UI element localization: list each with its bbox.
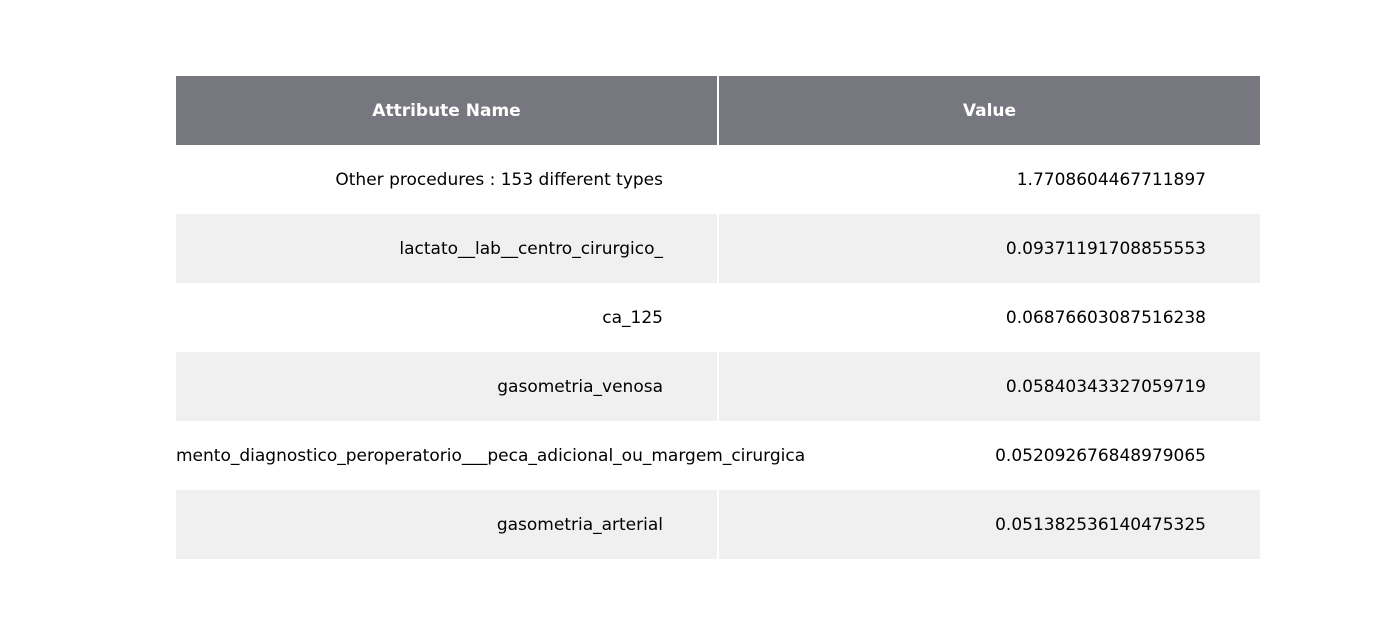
value-cell: 0.06876603087516238 bbox=[717, 283, 1260, 352]
table-row: ca_125 0.06876603087516238 bbox=[176, 283, 1260, 352]
attribute-name-text: gasometria_venosa bbox=[497, 376, 663, 397]
value-text: 0.052092676848979065 bbox=[995, 445, 1206, 466]
attribute-name-cell: lactato__lab__centro_cirurgico_ bbox=[176, 214, 718, 283]
value-cell: 0.09371191708855553 bbox=[717, 214, 1260, 283]
attribute-name-text: mento_diagnostico_peroperatorio___peca_a… bbox=[176, 445, 806, 466]
attribute-name-cell: Other procedures : 153 different types bbox=[176, 145, 718, 214]
column-header-attribute-name: Attribute Name bbox=[176, 76, 718, 145]
data-table-container: Attribute Name Value Other procedures : … bbox=[176, 76, 1260, 559]
table-row: gasometria_arterial 0.051382536140475325 bbox=[176, 490, 1260, 559]
value-cell: 0.052092676848979065 bbox=[717, 421, 1260, 490]
table-row: mento_diagnostico_peroperatorio___peca_a… bbox=[176, 421, 1260, 490]
attribute-name-text: gasometria_arterial bbox=[496, 514, 663, 535]
value-text: 0.051382536140475325 bbox=[995, 514, 1206, 535]
attribute-name-text: ca_125 bbox=[602, 307, 663, 328]
table-header-row: Attribute Name Value bbox=[176, 76, 1260, 145]
column-header-value: Value bbox=[717, 76, 1260, 145]
attribute-name-text: Other procedures : 153 different types bbox=[335, 169, 663, 190]
value-text: 1.7708604467711897 bbox=[1016, 169, 1206, 190]
attribute-name-cell: gasometria_arterial bbox=[176, 490, 718, 559]
value-cell: 0.05840343327059719 bbox=[717, 352, 1260, 421]
table-row: Other procedures : 153 different types 1… bbox=[176, 145, 1260, 214]
value-text: 0.09371191708855553 bbox=[1005, 238, 1206, 259]
value-cell: 1.7708604467711897 bbox=[717, 145, 1260, 214]
table-row: lactato__lab__centro_cirurgico_ 0.093711… bbox=[176, 214, 1260, 283]
table-row: gasometria_venosa 0.05840343327059719 bbox=[176, 352, 1260, 421]
attribute-value-table: Attribute Name Value Other procedures : … bbox=[176, 76, 1260, 559]
attribute-name-cell: ca_125 bbox=[176, 283, 718, 352]
attribute-name-cell: gasometria_venosa bbox=[176, 352, 718, 421]
value-text: 0.06876603087516238 bbox=[1005, 307, 1206, 328]
attribute-name-cell: mento_diagnostico_peroperatorio___peca_a… bbox=[176, 421, 805, 490]
attribute-name-text: lactato__lab__centro_cirurgico_ bbox=[399, 238, 663, 259]
value-text: 0.05840343327059719 bbox=[1005, 376, 1206, 397]
value-cell: 0.051382536140475325 bbox=[717, 490, 1260, 559]
